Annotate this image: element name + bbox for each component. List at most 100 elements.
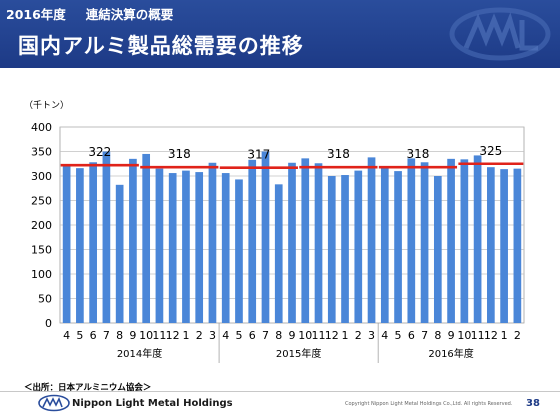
x-tick-label: 6 xyxy=(408,329,415,342)
nlm-logo-icon xyxy=(38,394,70,412)
bar xyxy=(168,173,177,323)
fiscal-year-label: 2016年度 xyxy=(6,7,66,22)
bar xyxy=(142,153,151,323)
x-tick-label: 1 xyxy=(342,329,349,342)
bar xyxy=(394,171,402,323)
bar xyxy=(89,162,97,323)
x-tick-label: 7 xyxy=(421,329,428,342)
average-label: 318 xyxy=(406,147,429,161)
x-tick-label: 12 xyxy=(166,329,180,342)
x-tick-label: 12 xyxy=(325,329,339,342)
bar xyxy=(288,162,296,323)
bar xyxy=(208,162,217,323)
x-tick-label: 11 xyxy=(471,329,485,342)
bar xyxy=(380,167,389,323)
bar xyxy=(500,169,508,323)
header-subline: 2016年度 連結決算の概要 xyxy=(6,4,193,23)
y-tick-label: 100 xyxy=(31,268,52,281)
page-title: 国内アルミ製品総需要の推移 xyxy=(18,34,304,58)
x-tick-label: 4 xyxy=(381,329,388,342)
bar xyxy=(367,157,376,323)
bar xyxy=(487,167,495,323)
y-tick-label: 150 xyxy=(31,244,52,257)
header-banner: 2016年度 連結決算の概要 国内アルミ製品総需要の推移 xyxy=(0,0,560,68)
bar xyxy=(195,172,204,323)
x-tick-label: 4 xyxy=(63,329,70,342)
x-tick-label: 10 xyxy=(298,329,312,342)
average-label: 318 xyxy=(327,147,350,161)
year-group-label: 2016年度 xyxy=(428,347,473,360)
average-label: 318 xyxy=(168,147,191,161)
bar xyxy=(460,159,469,323)
bar xyxy=(327,176,336,323)
x-tick-label: 5 xyxy=(395,329,402,342)
x-tick-label: 2 xyxy=(355,329,362,342)
bar xyxy=(433,176,442,323)
bar xyxy=(420,162,429,323)
x-tick-label: 10 xyxy=(139,329,153,342)
bar xyxy=(314,163,323,323)
x-tick-label: 6 xyxy=(90,329,97,342)
bar xyxy=(274,184,283,323)
y-tick-label: 0 xyxy=(45,317,52,330)
section-label: 連結決算の概要 xyxy=(85,7,174,22)
x-tick-label: 2 xyxy=(514,329,521,342)
page-number: 38 xyxy=(526,398,540,409)
x-tick-label: 3 xyxy=(209,329,216,342)
bar xyxy=(235,179,243,323)
average-label: 317 xyxy=(247,148,270,162)
x-tick-label: 7 xyxy=(262,329,269,342)
source-note: ＜出所：日本アルミニウム協会＞ xyxy=(24,383,152,393)
x-tick-label: 8 xyxy=(434,329,441,342)
bar xyxy=(76,168,84,323)
x-tick-label: 12 xyxy=(484,329,498,342)
bar xyxy=(115,184,124,323)
bar xyxy=(155,168,164,323)
x-tick-label: 4 xyxy=(222,329,229,342)
footer-divider xyxy=(0,391,560,392)
bar xyxy=(102,151,111,323)
x-tick-label: 11 xyxy=(152,329,166,342)
bar xyxy=(354,170,363,323)
x-tick-label: 6 xyxy=(249,329,256,342)
bar xyxy=(513,168,522,323)
bar xyxy=(447,158,455,323)
year-group-label: 2014年度 xyxy=(117,347,162,360)
x-tick-label: 1 xyxy=(182,329,189,342)
x-tick-label: 5 xyxy=(76,329,83,342)
x-tick-label: 7 xyxy=(103,329,110,342)
x-tick-label: 5 xyxy=(235,329,242,342)
x-tick-label: 3 xyxy=(368,329,375,342)
bar xyxy=(341,175,349,323)
bar xyxy=(261,151,270,323)
x-tick-label: 8 xyxy=(116,329,123,342)
bar xyxy=(129,158,137,323)
y-tick-label: 250 xyxy=(31,195,52,208)
copyright-text: Copyright Nippon Light Metal Holdings Co… xyxy=(345,401,513,407)
x-tick-label: 2 xyxy=(196,329,203,342)
unit-label: （千トン） xyxy=(24,101,70,111)
x-tick-label: 11 xyxy=(312,329,326,342)
y-tick-label: 200 xyxy=(31,219,52,232)
x-tick-label: 1 xyxy=(501,329,508,342)
company-name: Nippon Light Metal Holdings xyxy=(72,398,233,409)
x-tick-label: 10 xyxy=(457,329,471,342)
bar xyxy=(62,165,71,323)
nlm-watermark-logo xyxy=(449,7,551,61)
average-label: 322 xyxy=(88,145,111,159)
bar xyxy=(473,155,482,323)
average-label: 325 xyxy=(479,144,502,158)
y-tick-label: 400 xyxy=(31,121,52,134)
x-tick-label: 9 xyxy=(448,329,455,342)
bar xyxy=(301,158,310,323)
year-group-label: 2015年度 xyxy=(276,347,321,360)
y-tick-label: 350 xyxy=(31,146,52,159)
bar xyxy=(248,159,257,323)
x-tick-label: 9 xyxy=(289,329,296,342)
bar xyxy=(182,170,190,323)
bar xyxy=(407,158,416,323)
y-tick-label: 300 xyxy=(31,170,52,183)
x-tick-label: 9 xyxy=(129,329,136,342)
bar xyxy=(221,173,230,323)
